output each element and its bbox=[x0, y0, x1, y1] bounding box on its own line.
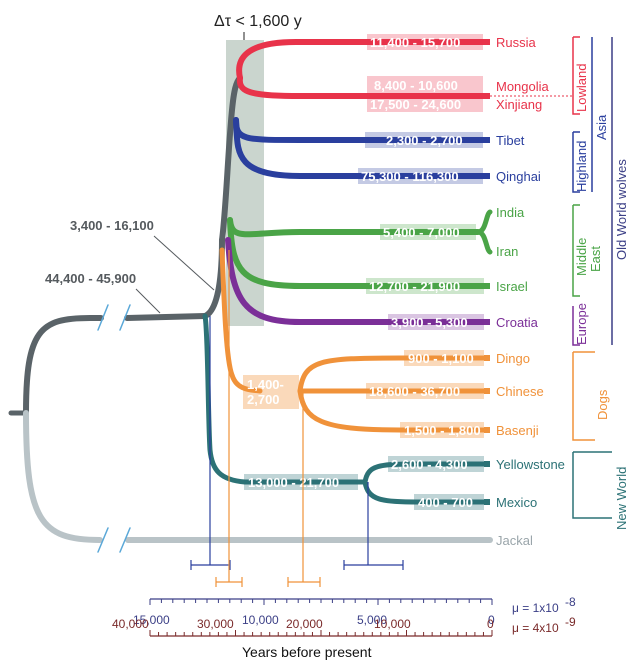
svg-text:18,600 - 36,700: 18,600 - 36,700 bbox=[369, 384, 460, 399]
group-labels: Lowland Highland Asia Middle East Europe… bbox=[574, 64, 629, 530]
svg-text:2,700: 2,700 bbox=[247, 392, 280, 407]
svg-text:10,000: 10,000 bbox=[374, 617, 411, 631]
svg-text:μ = 1x10: μ = 1x10 bbox=[512, 601, 559, 615]
svg-text:Xinjiang: Xinjiang bbox=[496, 97, 542, 112]
svg-text:μ = 4x10: μ = 4x10 bbox=[512, 621, 559, 635]
svg-text:30,000: 30,000 bbox=[197, 617, 234, 631]
svg-text:8,400 - 10,600: 8,400 - 10,600 bbox=[374, 78, 458, 93]
red-stem bbox=[236, 39, 373, 81]
svg-text:Old World wolves: Old World wolves bbox=[614, 159, 629, 260]
purple-stem bbox=[225, 237, 488, 325]
dogs-node bbox=[297, 355, 488, 394]
svg-text:Croatia: Croatia bbox=[496, 315, 539, 330]
wolf-stem bbox=[202, 237, 225, 319]
group-brackets bbox=[572, 36, 613, 519]
svg-text:Europe: Europe bbox=[574, 303, 589, 345]
svg-text:Iran: Iran bbox=[496, 244, 518, 259]
svg-text:0: 0 bbox=[488, 613, 495, 627]
node-pointer-wolf-split bbox=[153, 235, 215, 291]
svg-text:2,600 - 4,300: 2,600 - 4,300 bbox=[391, 457, 468, 472]
break-mark-3 bbox=[97, 527, 109, 553]
svg-text:75,300 - 116,300: 75,300 - 116,300 bbox=[361, 169, 459, 184]
svg-text:Dingo: Dingo bbox=[496, 351, 530, 366]
svg-text:0: 0 bbox=[487, 617, 494, 631]
svg-text:-8: -8 bbox=[565, 595, 576, 609]
wolf-trunk bbox=[219, 75, 243, 243]
terminal-squares bbox=[484, 39, 490, 505]
svg-text:17,500 - 24,600: 17,500 - 24,600 bbox=[370, 97, 461, 112]
svg-text:12,700 - 21,900: 12,700 - 21,900 bbox=[369, 279, 460, 294]
basenji-branch bbox=[297, 388, 488, 433]
svg-text:400 - 700: 400 - 700 bbox=[418, 495, 473, 510]
break-mark-2 bbox=[119, 304, 131, 331]
svg-text:New World: New World bbox=[614, 467, 629, 530]
x-axis-title: Years before present bbox=[242, 644, 372, 660]
delta-tau-label: Δτ < 1,600 y bbox=[214, 13, 302, 30]
svg-text:15,000: 15,000 bbox=[133, 613, 170, 627]
svg-text:40,000: 40,000 bbox=[112, 617, 149, 631]
yellowstone-branch bbox=[362, 461, 488, 485]
tree-branches bbox=[8, 39, 493, 553]
top-axis: 15,000 10,000 5,000 0 μ = 1x10 -8 bbox=[133, 595, 576, 627]
svg-text:Highland: Highland bbox=[574, 141, 589, 192]
blue-lower bbox=[233, 117, 373, 179]
svg-text:Russia: Russia bbox=[496, 35, 537, 50]
green-lower bbox=[227, 217, 373, 289]
svg-text:3,900 - 5,300: 3,900 - 5,300 bbox=[391, 315, 468, 330]
svg-text:900 - 1,100: 900 - 1,100 bbox=[408, 351, 474, 366]
svg-text:13,000 - 21,700: 13,000 - 21,700 bbox=[248, 475, 339, 490]
svg-text:1,500 - 1,800: 1,500 - 1,800 bbox=[404, 423, 481, 438]
bottom-axis: 40,000 30,000 20,000 10,000 0 μ = 4x10 -… bbox=[112, 615, 576, 637]
svg-text:-9: -9 bbox=[565, 615, 576, 629]
svg-text:Jackal: Jackal bbox=[496, 533, 533, 548]
svg-text:2,300 - 2,700: 2,300 - 2,700 bbox=[386, 133, 463, 148]
break-mark-4 bbox=[119, 527, 131, 553]
svg-text:5,400 - 7,000: 5,400 - 7,000 bbox=[383, 225, 460, 240]
svg-text:Yellowstone: Yellowstone bbox=[496, 457, 565, 472]
svg-text:Tibet: Tibet bbox=[496, 133, 525, 148]
svg-text:Basenji: Basenji bbox=[496, 423, 539, 438]
date-markers bbox=[190, 250, 404, 587]
svg-text:Middle: Middle bbox=[574, 238, 589, 276]
svg-text:5,000: 5,000 bbox=[357, 613, 387, 627]
svg-text:Dogs: Dogs bbox=[595, 389, 610, 420]
red-lower bbox=[236, 75, 373, 99]
svg-text:Asia: Asia bbox=[594, 114, 609, 140]
node-label-root: 44,400 - 45,900 bbox=[45, 271, 136, 286]
break-mark-1 bbox=[97, 304, 109, 331]
svg-text:Chinese: Chinese bbox=[496, 384, 544, 399]
svg-text:10,000: 10,000 bbox=[242, 613, 279, 627]
svg-text:20,000: 20,000 bbox=[286, 617, 323, 631]
india-iran-fork bbox=[475, 209, 493, 255]
taxon-labels: Russia Mongolia Xinjiang Tibet Qinghai I… bbox=[496, 35, 565, 548]
svg-text:11,400 - 15,700: 11,400 - 15,700 bbox=[370, 35, 460, 50]
svg-text:Mexico: Mexico bbox=[496, 495, 537, 510]
node-pointer-root bbox=[135, 288, 161, 314]
range-boxes bbox=[243, 34, 484, 510]
svg-text:East: East bbox=[588, 246, 603, 272]
svg-text:Israel: Israel bbox=[496, 279, 528, 294]
svg-text:Qinghai: Qinghai bbox=[496, 169, 541, 184]
jackal-branch bbox=[23, 410, 103, 543]
svg-text:India: India bbox=[496, 205, 525, 220]
svg-text:Mongolia: Mongolia bbox=[496, 79, 550, 94]
svg-text:Lowland: Lowland bbox=[574, 64, 589, 112]
root-upper-branch bbox=[23, 315, 104, 416]
root-upper-branch-2 bbox=[124, 313, 208, 321]
dogs-stem bbox=[219, 247, 263, 394]
range-labels: 11,400 - 15,700 8,400 - 10,600 17,500 - … bbox=[247, 35, 481, 510]
node-label-wolf-split: 3,400 - 16,100 bbox=[70, 218, 154, 233]
svg-text:1,400-: 1,400- bbox=[247, 377, 284, 392]
mexico-branch bbox=[362, 479, 488, 505]
